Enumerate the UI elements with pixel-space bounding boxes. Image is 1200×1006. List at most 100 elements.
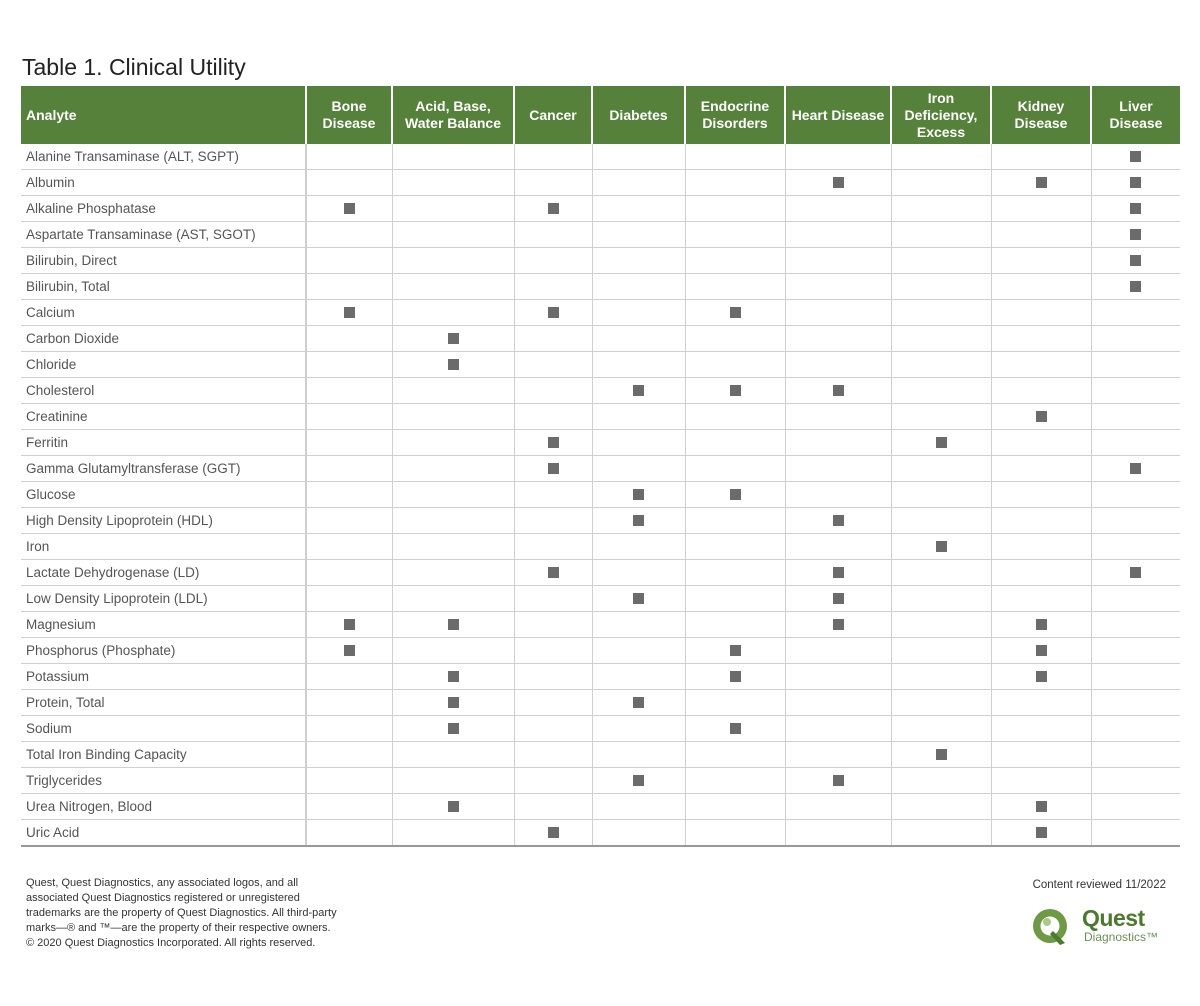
utility-cell	[1090, 247, 1180, 274]
utility-cell	[1090, 403, 1180, 430]
utility-cell	[784, 689, 891, 716]
utility-cell	[684, 507, 785, 534]
utility-cell	[890, 741, 991, 768]
utility-cell	[784, 585, 891, 612]
utility-cell	[890, 663, 991, 690]
utility-mark-icon	[1035, 644, 1047, 656]
utility-cell	[513, 273, 592, 300]
copyright-line: trademarks are the property of Quest Dia…	[26, 907, 337, 919]
utility-cell	[684, 169, 785, 196]
utility-cell	[684, 793, 785, 820]
utility-cell	[684, 611, 785, 638]
utility-mark-icon	[547, 462, 559, 474]
utility-cell	[513, 403, 592, 430]
column-header-iron-deficiency-excess: Iron Deficiency, Excess	[890, 86, 991, 144]
utility-cell	[391, 663, 514, 690]
utility-cell	[784, 637, 891, 664]
utility-cell	[513, 221, 592, 248]
utility-cell	[1090, 351, 1180, 378]
utility-mark-icon	[1035, 618, 1047, 630]
table-row: Uric Acid	[21, 819, 1180, 847]
table-row: Magnesium	[21, 611, 1180, 638]
utility-cell	[1090, 221, 1180, 248]
utility-cell	[990, 507, 1091, 534]
utility-cell	[684, 533, 785, 560]
utility-mark-icon	[633, 384, 644, 396]
utility-mark-icon	[935, 748, 947, 760]
utility-mark-icon	[729, 488, 741, 500]
utility-cell	[391, 169, 514, 196]
utility-cell	[684, 767, 785, 794]
utility-cell	[305, 689, 392, 716]
utility-cell	[684, 299, 785, 326]
utility-cell	[784, 195, 891, 222]
utility-mark-icon	[343, 644, 355, 656]
utility-cell	[391, 351, 514, 378]
utility-mark-icon	[729, 306, 741, 318]
utility-cell	[990, 325, 1091, 352]
utility-cell	[1090, 715, 1180, 742]
utility-cell	[684, 559, 785, 586]
utility-cell	[684, 663, 785, 690]
table-row: Total Iron Binding Capacity	[21, 741, 1180, 768]
utility-cell	[890, 611, 991, 638]
utility-cell	[513, 351, 592, 378]
utility-cell	[513, 585, 592, 612]
copyright-line: marks—® and ™—are the property of their …	[26, 922, 331, 934]
table-row: Cholesterol	[21, 377, 1180, 404]
utility-cell	[684, 455, 785, 482]
utility-cell	[890, 221, 991, 248]
utility-cell	[305, 533, 392, 560]
utility-cell	[591, 533, 685, 560]
analyte-name: Carbon Dioxide	[21, 325, 306, 352]
utility-cell	[591, 351, 685, 378]
utility-cell	[1090, 169, 1180, 196]
utility-cell	[890, 585, 991, 612]
column-header-acid-base-water-balance: Acid, Base, Water Balance	[391, 86, 514, 144]
utility-cell	[391, 715, 514, 742]
utility-cell	[513, 819, 592, 847]
utility-cell	[890, 247, 991, 274]
table-row: Gamma Glutamyltransferase (GGT)	[21, 455, 1180, 482]
utility-cell	[890, 689, 991, 716]
utility-mark-icon	[832, 592, 844, 604]
column-header-cancer: Cancer	[513, 86, 592, 144]
utility-mark-icon	[1035, 800, 1047, 812]
utility-cell	[684, 247, 785, 274]
column-header-diabetes: Diabetes	[591, 86, 685, 144]
analyte-name: Triglycerides	[21, 767, 306, 794]
utility-cell	[391, 741, 514, 768]
utility-mark-icon	[633, 514, 644, 526]
utility-cell	[513, 559, 592, 586]
utility-cell	[513, 507, 592, 534]
utility-cell	[684, 429, 785, 456]
table-header-row: Analyte Bone Disease Acid, Base, Water B…	[21, 86, 1180, 144]
analyte-name: Glucose	[21, 481, 306, 508]
utility-cell	[990, 273, 1091, 300]
utility-cell	[591, 767, 685, 794]
utility-mark-icon	[447, 722, 459, 734]
utility-cell	[784, 429, 891, 456]
utility-mark-icon	[1130, 202, 1142, 214]
utility-cell	[591, 325, 685, 352]
utility-cell	[591, 793, 685, 820]
utility-cell	[591, 611, 685, 638]
utility-cell	[591, 585, 685, 612]
utility-cell	[591, 689, 685, 716]
utility-cell	[1090, 663, 1180, 690]
utility-cell	[890, 195, 991, 222]
table-row: High Density Lipoprotein (HDL)	[21, 507, 1180, 534]
utility-cell	[784, 299, 891, 326]
utility-mark-icon	[832, 176, 844, 188]
utility-cell	[305, 221, 392, 248]
utility-cell	[513, 663, 592, 690]
utility-cell	[391, 585, 514, 612]
analyte-name: Creatinine	[21, 403, 306, 430]
utility-cell	[890, 481, 991, 508]
utility-cell	[990, 793, 1091, 820]
utility-cell	[784, 273, 891, 300]
utility-cell	[784, 169, 891, 196]
utility-cell	[1090, 299, 1180, 326]
table-row: Iron	[21, 533, 1180, 560]
utility-cell	[990, 195, 1091, 222]
